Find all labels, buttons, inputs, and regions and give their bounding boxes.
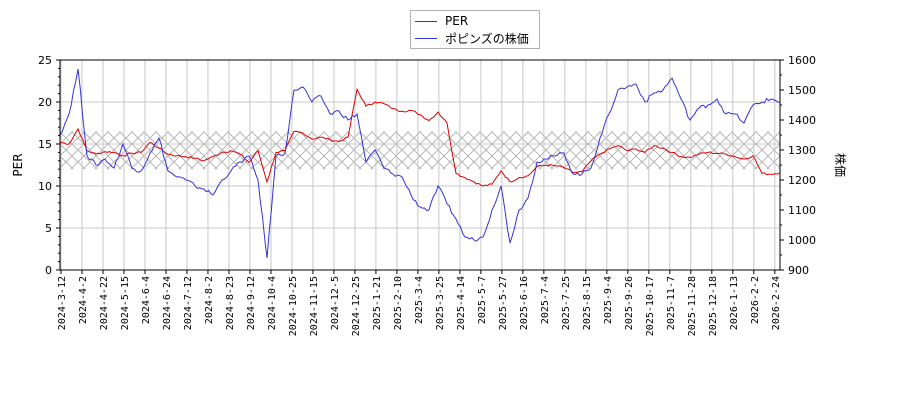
legend-label: ポピンズの株価 (445, 31, 529, 46)
svg-text:2024-7-12: 2024-7-12 (183, 276, 194, 330)
stock-price-line (59, 68, 781, 259)
svg-text:2025-1-21: 2025-1-21 (372, 276, 383, 330)
svg-text:10: 10 (38, 180, 52, 193)
svg-text:2025-3-4: 2025-3-4 (414, 276, 425, 324)
svg-text:2025-2-10: 2025-2-10 (393, 276, 404, 330)
svg-text:2024-4-22: 2024-4-22 (99, 276, 110, 330)
data-lines (59, 68, 781, 259)
left-axis-label: PER (11, 153, 25, 176)
svg-text:2026-2-24: 2026-2-24 (771, 276, 782, 330)
svg-text:0: 0 (45, 264, 52, 277)
svg-text:2025-7-4: 2025-7-4 (540, 276, 551, 324)
legend-swatch-blue (415, 37, 437, 39)
svg-text:2024-11-15: 2024-11-15 (309, 276, 320, 336)
svg-text:15: 15 (38, 138, 52, 151)
svg-text:2025-9-26: 2025-9-26 (624, 276, 635, 330)
x-axis: 2024-3-12 2024-4-2 2024-4-22 2024-5-15 2024-… (57, 270, 782, 336)
svg-text:2025-3-25: 2025-3-25 (435, 276, 446, 330)
svg-text:2024-5-15: 2024-5-15 (120, 276, 131, 330)
svg-text:2025-5-7: 2025-5-7 (477, 276, 488, 324)
svg-text:2024-12-5: 2024-12-5 (330, 276, 341, 330)
svg-text:1200: 1200 (788, 174, 816, 187)
svg-text:2025-4-14: 2025-4-14 (456, 276, 467, 330)
legend: PER ポピンズの株価 (410, 10, 540, 49)
legend-swatch-red (415, 20, 437, 22)
svg-text:1100: 1100 (788, 204, 816, 217)
svg-text:1400: 1400 (788, 114, 816, 127)
svg-text:2024-10-25: 2024-10-25 (288, 276, 299, 336)
svg-text:2026-2-2: 2026-2-2 (750, 276, 761, 324)
svg-text:1500: 1500 (788, 84, 816, 97)
svg-text:1000: 1000 (788, 234, 816, 247)
svg-text:2025-6-16: 2025-6-16 (519, 276, 530, 330)
svg-text:900: 900 (788, 264, 809, 277)
svg-text:2024-8-23: 2024-8-23 (225, 276, 236, 330)
svg-text:2024-6-24: 2024-6-24 (162, 276, 173, 330)
svg-text:2024-3-12: 2024-3-12 (57, 276, 68, 330)
svg-text:1300: 1300 (788, 144, 816, 157)
svg-text:25: 25 (38, 54, 52, 67)
right-y-axis: 900 1000 1100 1200 1300 1400 1500 1600 (780, 54, 816, 277)
svg-text:2025-8-15: 2025-8-15 (582, 276, 593, 330)
svg-text:2025-5-27: 2025-5-27 (498, 276, 509, 330)
svg-text:2025-9-4: 2025-9-4 (603, 276, 614, 324)
legend-item-stock-price: ポピンズの株価 (415, 30, 529, 46)
svg-text:5: 5 (45, 222, 52, 235)
per-line (59, 87, 781, 187)
svg-text:2024-9-12: 2024-9-12 (246, 276, 257, 330)
svg-text:2024-8-2: 2024-8-2 (204, 276, 215, 324)
svg-text:1600: 1600 (788, 54, 816, 67)
shaded-band (60, 131, 780, 170)
svg-text:2025-7-25: 2025-7-25 (561, 276, 572, 330)
svg-text:2024-12-25: 2024-12-25 (351, 276, 362, 336)
svg-text:2025-10-17: 2025-10-17 (645, 276, 656, 336)
svg-text:2024-4-2: 2024-4-2 (78, 276, 89, 324)
svg-text:20: 20 (38, 96, 52, 109)
svg-text:2025-11-7: 2025-11-7 (666, 276, 677, 330)
legend-label: PER (445, 14, 469, 28)
svg-text:2025-12-18: 2025-12-18 (708, 276, 719, 336)
svg-text:2024-6-4: 2024-6-4 (141, 276, 152, 324)
right-axis-label: 株価 (833, 153, 848, 177)
svg-text:2024-10-4: 2024-10-4 (267, 276, 278, 330)
legend-item-per: PER (415, 13, 468, 29)
svg-text:2026-1-13: 2026-1-13 (729, 276, 740, 330)
svg-text:2025-11-28: 2025-11-28 (687, 276, 698, 336)
left-y-axis: 0 5 10 15 20 25 (38, 54, 60, 277)
